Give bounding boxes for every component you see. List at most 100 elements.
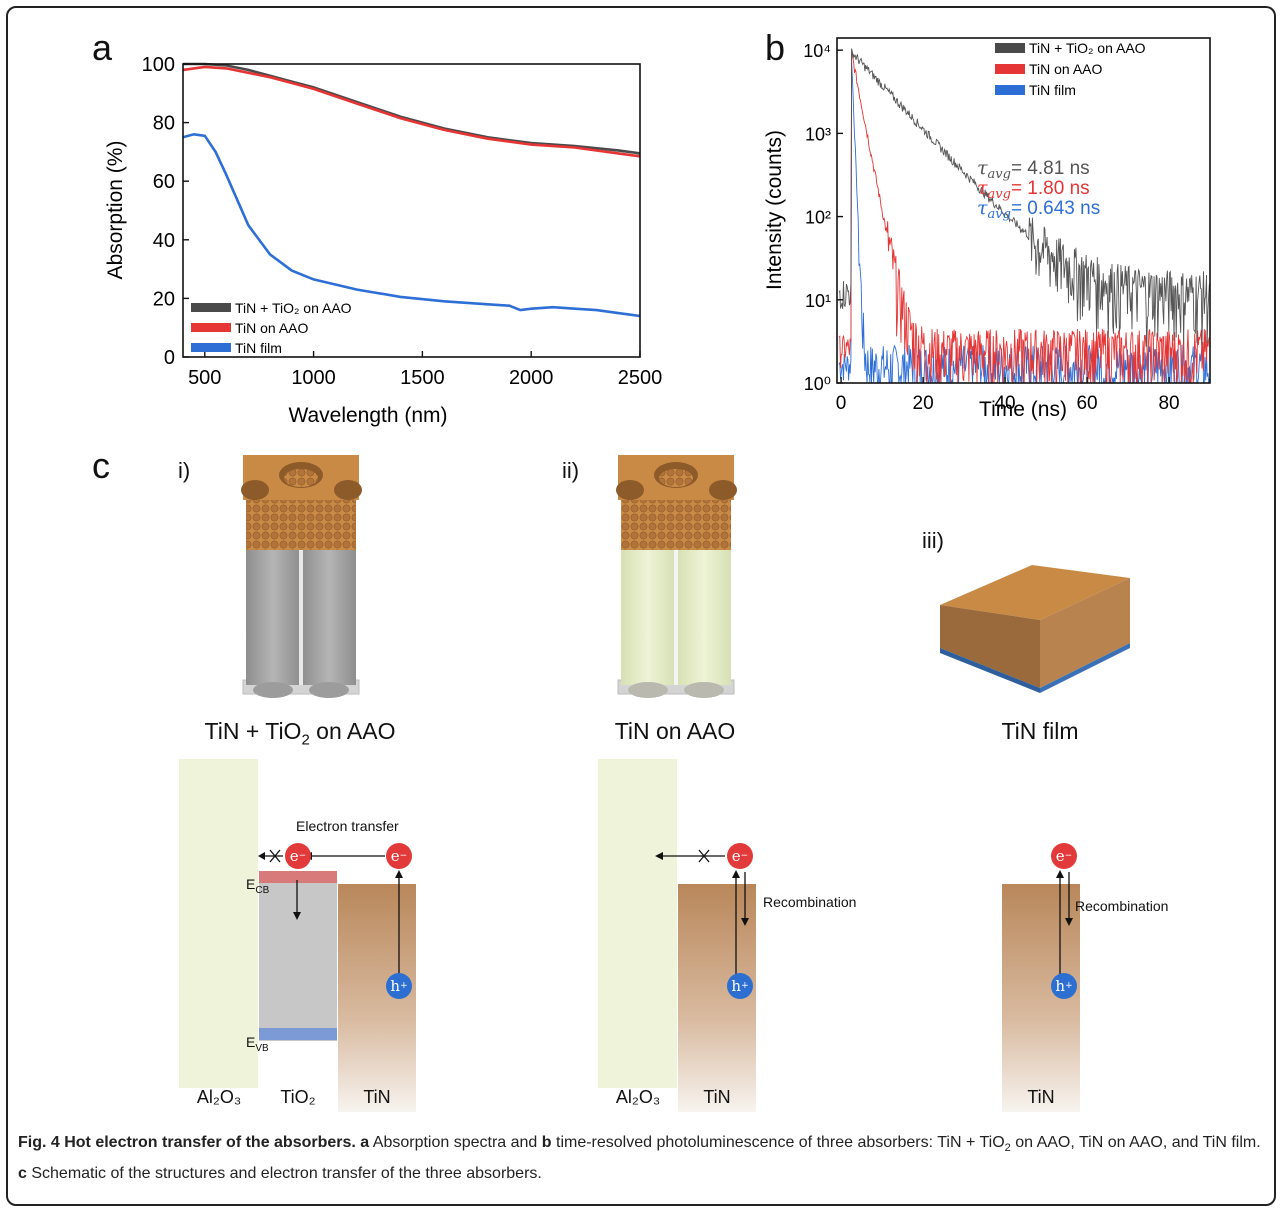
ecb-text: E bbox=[246, 876, 256, 892]
legend-swatch-tin-film bbox=[191, 343, 231, 352]
ecb-label: ECB bbox=[246, 876, 269, 896]
recombination-label: Recombination bbox=[763, 894, 857, 910]
e-symbol: e bbox=[390, 847, 400, 865]
series-line-2 bbox=[182, 132, 641, 318]
material-label-al2o3: Al₂O₃ bbox=[196, 1087, 242, 1107]
evb-sub: VB bbox=[255, 1042, 269, 1054]
electron-transfer-label: Electron transfer bbox=[296, 818, 399, 834]
panel-label-a: a bbox=[92, 27, 113, 68]
svg-text:τavg= 1.80 ns: τavg= 1.80 ns bbox=[977, 177, 1090, 202]
hole-marker: h + bbox=[727, 973, 753, 999]
schematic-label-iii: iii) bbox=[922, 528, 944, 553]
y-tick-label: 80 bbox=[153, 113, 175, 135]
series-line-0 bbox=[183, 62, 641, 155]
chart-a-ylabel: Absorption (%) bbox=[104, 141, 127, 280]
tau-symbol: τ bbox=[977, 157, 988, 179]
y-tick-label: 100 bbox=[142, 54, 175, 76]
y-tick-label: 20 bbox=[153, 288, 175, 310]
svg-text:τavg= 4.81 ns: τavg= 4.81 ns bbox=[977, 157, 1090, 182]
x-tick-label: 20 bbox=[913, 393, 934, 414]
y-tick-label: 10⁴ bbox=[803, 41, 831, 61]
tau-sub: avg bbox=[988, 187, 1011, 202]
evb-label: EVB bbox=[246, 1034, 269, 1054]
legend-swatch-tin-tio2 bbox=[191, 303, 231, 312]
absorption-chart: 500 1000 1500 2000 2500 0 20 40 60 80 100 Waveleng… bbox=[104, 54, 662, 427]
legend-label-tin-aao: TiN on AAO bbox=[1029, 61, 1103, 77]
e-symbol: e bbox=[731, 847, 741, 865]
title-part: TiN + TiO bbox=[204, 718, 302, 744]
title-sub: 2 bbox=[301, 731, 310, 749]
chart-b-ylabel: Intensity (counts) bbox=[765, 130, 786, 290]
chart-b-legend: TiN + TiO₂ on AAO TiN on AAO TiN film bbox=[995, 40, 1146, 98]
chart-a-legend: TiN + TiO₂ on AAO TiN on AAO TiN film bbox=[191, 300, 352, 356]
figure-frame bbox=[6, 6, 1276, 1206]
hole-marker: h + bbox=[386, 973, 412, 999]
x-tick-label: 60 bbox=[1076, 393, 1097, 414]
legend-swatch-tin-aao bbox=[191, 323, 231, 332]
ecb-sub: CB bbox=[255, 884, 270, 896]
caption-ref-a: a bbox=[360, 1134, 370, 1151]
x-tick-label: 80 bbox=[1158, 393, 1179, 414]
legend-swatch-tin-aao bbox=[995, 64, 1025, 74]
svg-text:τavg= 0.643 ns: τavg= 0.643 ns bbox=[977, 197, 1100, 222]
y-tick-label: 10⁰ bbox=[804, 374, 831, 394]
h-symbol: h bbox=[390, 977, 401, 995]
caption-text: Schematic of the structures and electron… bbox=[26, 1165, 542, 1183]
electron-marker: e − bbox=[285, 843, 311, 869]
material-label-al2o3: Al₂O₃ bbox=[615, 1087, 661, 1107]
legend-label-tin-tio2: TiN + TiO₂ on AAO bbox=[1029, 40, 1146, 56]
figure-caption: Fig. 4 Hot electron transfer of the abso… bbox=[18, 1130, 1268, 1186]
electron-marker: e − bbox=[386, 843, 412, 869]
material-label-tin: TiN bbox=[703, 1087, 731, 1107]
electron-marker: e − bbox=[1051, 843, 1077, 869]
y-tick-label: 60 bbox=[153, 171, 175, 193]
tau-value-tin-film: = 0.643 ns bbox=[1011, 198, 1100, 219]
recombination-label: Recombination bbox=[1075, 898, 1169, 914]
chart-a-xlabel: Wavelength (nm) bbox=[288, 404, 447, 427]
material-label-tio2: TiO₂ bbox=[280, 1087, 316, 1107]
series-line-1 bbox=[182, 65, 641, 158]
x-tick-label: 40 bbox=[994, 393, 1015, 414]
e-symbol: e bbox=[289, 847, 299, 865]
structure-title-3: TiN film bbox=[1001, 718, 1079, 744]
title-part: on AAO bbox=[309, 718, 396, 744]
legend-label-tin-film: TiN film bbox=[235, 340, 282, 356]
e-symbol: e bbox=[1055, 847, 1065, 865]
electron-marker: e − bbox=[727, 843, 753, 869]
legend-swatch-tin-film bbox=[995, 85, 1025, 95]
y-tick-label: 40 bbox=[153, 230, 175, 252]
caption-text: time-resolved photoluminescence of three… bbox=[551, 1134, 1005, 1151]
y-tick-label: 10¹ bbox=[805, 291, 831, 311]
structure-title-2: TiN on AAO bbox=[614, 718, 736, 744]
legend-label-tin-tio2: TiN + TiO₂ on AAO bbox=[235, 300, 352, 316]
x-tick-label: 0 bbox=[836, 393, 847, 414]
structure-title-1: TiN + TiO2 on AAO bbox=[150, 718, 450, 749]
h-symbol: h bbox=[731, 977, 742, 995]
chart-a-axes-frame bbox=[182, 63, 641, 358]
evb-text: E bbox=[246, 1034, 256, 1050]
series-line-2 bbox=[838, 61, 1210, 385]
tau-annotations: τavg= 4.81 ns τavg= 1.80 ns τavg= 0.643 … bbox=[977, 157, 1100, 222]
legend-label-tin-film: TiN film bbox=[1029, 82, 1076, 98]
hole-marker: h + bbox=[1051, 973, 1077, 999]
h-symbol: h bbox=[1055, 977, 1066, 995]
series-line-0 bbox=[838, 48, 1210, 347]
tau-symbol: τ bbox=[977, 177, 988, 199]
trpl-chart: 0 20 40 60 80 10⁰ 10¹ 10² 10³ 10⁴ Time (ns) Inten… bbox=[765, 37, 1211, 421]
x-tick-label: 2000 bbox=[509, 367, 554, 389]
tau-sub: avg bbox=[988, 167, 1011, 182]
y-tick-label: 10³ bbox=[805, 124, 831, 144]
caption-text: on AAO, TiN on AAO, and TiN film. bbox=[1010, 1134, 1261, 1151]
panel-label-c: c bbox=[92, 445, 110, 486]
material-label-tin: TiN bbox=[1027, 1087, 1055, 1107]
caption-sub: 2 bbox=[1004, 1142, 1011, 1155]
chart-b-axes-frame bbox=[836, 37, 1211, 384]
caption-title: Fig. 4 Hot electron transfer of the abso… bbox=[18, 1134, 356, 1151]
x-tick-label: 1000 bbox=[291, 367, 336, 389]
panel-label-b: b bbox=[765, 27, 786, 68]
schematic-label-ii: ii) bbox=[562, 458, 580, 483]
x-tick-label: 500 bbox=[188, 367, 221, 389]
material-label-tin: TiN bbox=[363, 1087, 391, 1107]
schematic-label-i: i) bbox=[178, 458, 191, 483]
tau-value-tin-aao: = 1.80 ns bbox=[1011, 178, 1090, 199]
